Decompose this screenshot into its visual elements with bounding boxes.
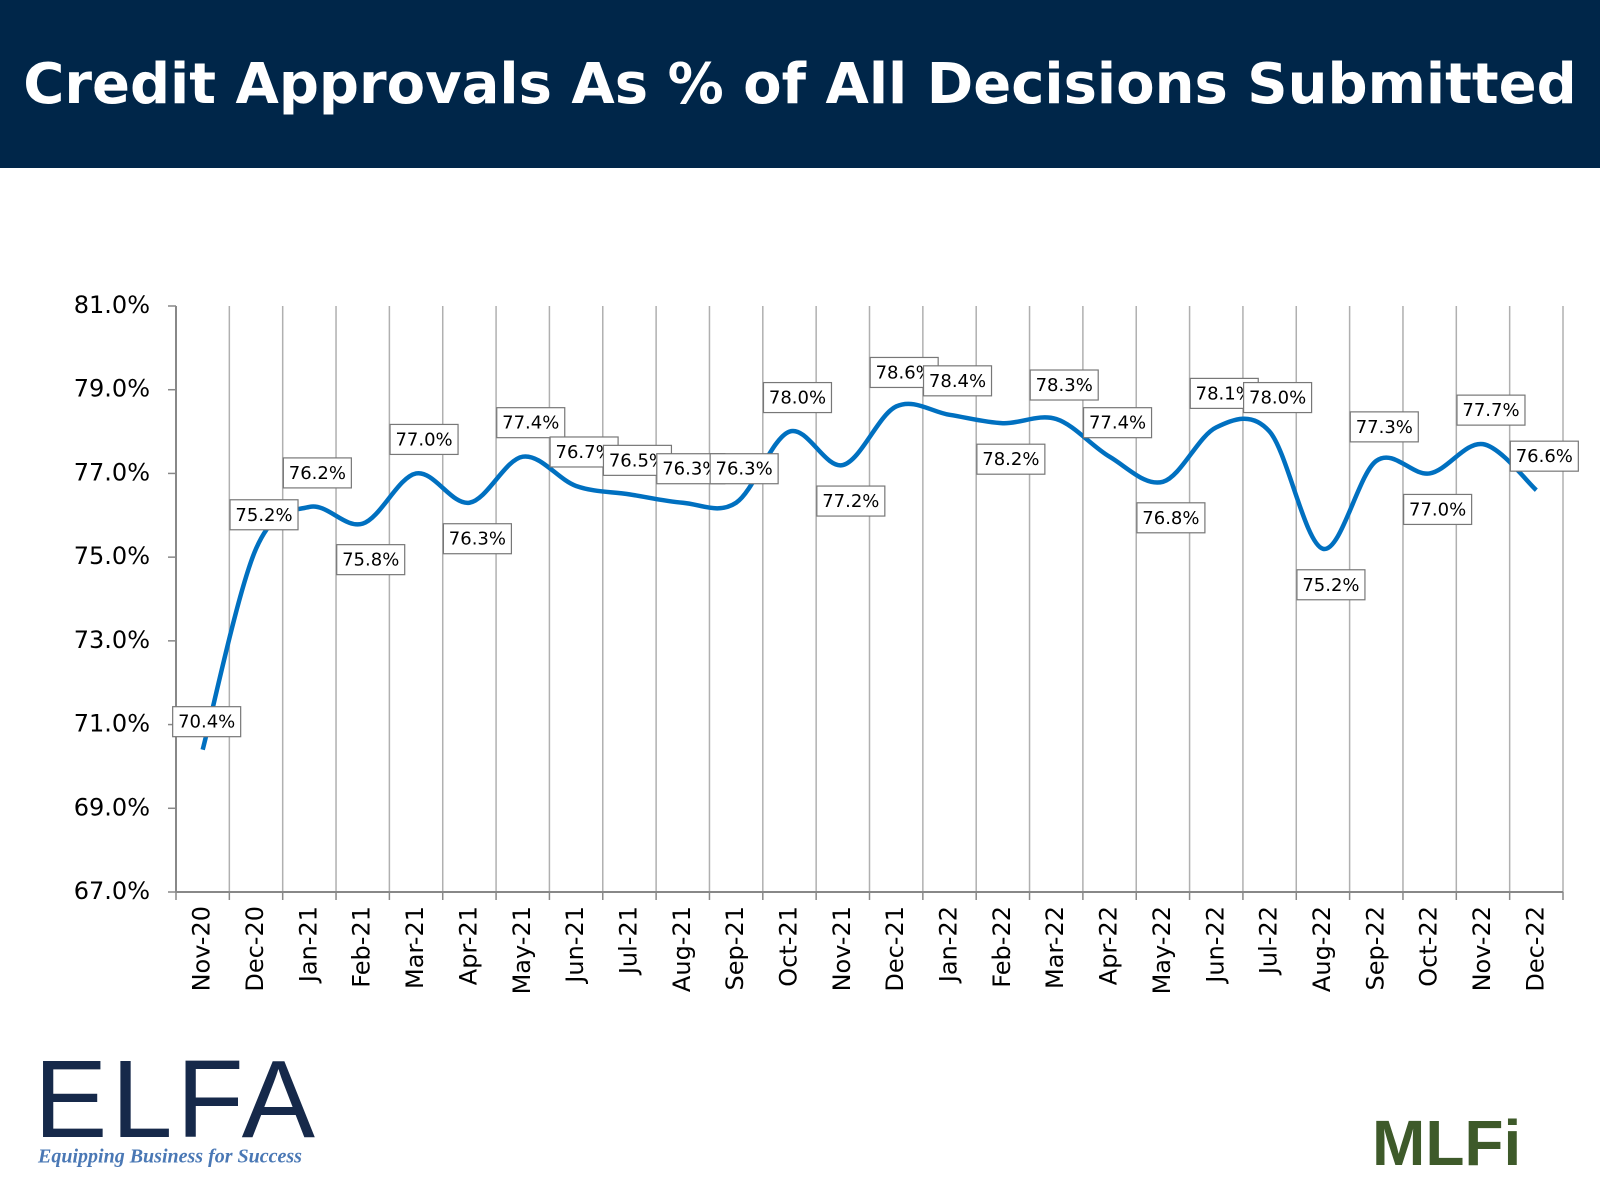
x-tick-label: Dec-22 [1521, 906, 1549, 992]
value-label-box [1242, 381, 1313, 414]
value-label-box [1349, 411, 1419, 443]
x-tick-label: Nov-20 [188, 906, 216, 991]
y-tick-label: 79.0% [74, 375, 150, 403]
x-tick-label: May-22 [1148, 906, 1176, 994]
value-label: 76.6% [1516, 446, 1573, 467]
value-label-box [816, 485, 886, 517]
value-label-box [1403, 493, 1473, 526]
value-label: 76.2% [289, 463, 346, 484]
x-tick-label: Aug-21 [668, 906, 696, 992]
y-tick-label: 81.0% [74, 291, 150, 319]
value-label: 75.8% [342, 550, 399, 571]
x-tick-label: Mar-21 [401, 906, 429, 989]
value-label: 78.1% [1196, 383, 1253, 404]
x-tick-label: Dec-21 [881, 906, 909, 992]
value-label: 78.2% [982, 449, 1039, 470]
x-tick-label: Jun-22 [1201, 906, 1229, 985]
y-tick-label: 75.0% [74, 542, 150, 570]
value-label: 78.6% [876, 362, 933, 383]
value-label-box [762, 381, 833, 414]
x-tick-label: Feb-21 [348, 906, 376, 988]
x-tick-label: Apr-21 [454, 906, 482, 985]
value-label: 77.4% [502, 413, 559, 434]
value-label: 77.3% [1356, 417, 1413, 438]
value-label: 76.3% [662, 459, 719, 480]
value-label: 75.2% [1302, 575, 1359, 596]
value-label-box [496, 407, 566, 439]
value-label: 76.3% [449, 529, 506, 550]
value-label: 77.2% [822, 491, 879, 512]
elfa-tagline: Equipping Business for Success [37, 1146, 302, 1168]
x-tick-label: Oct-21 [774, 906, 802, 987]
x-tick-label: Nov-22 [1468, 906, 1496, 991]
value-label: 78.0% [1249, 388, 1306, 409]
value-label-box [172, 706, 242, 738]
x-tick-label: Sep-21 [721, 906, 749, 990]
y-tick-label: 73.0% [74, 626, 150, 654]
mlfi-logo: MLFi [1372, 1107, 1521, 1179]
value-label-box [1296, 569, 1366, 601]
value-label-box [282, 457, 352, 489]
value-label: 77.0% [395, 429, 452, 450]
y-tick-label: 69.0% [74, 793, 150, 821]
data-line [200, 401, 1538, 751]
y-tick-label: 67.0% [74, 877, 150, 905]
x-tick-label: May-21 [508, 906, 536, 994]
value-label: 78.3% [1036, 375, 1093, 396]
x-tick-label: Jun-21 [561, 906, 589, 985]
value-label: 76.3% [716, 459, 773, 480]
value-label: 70.4% [178, 712, 235, 733]
x-tick-label: Jan-22 [935, 906, 963, 984]
value-label: 78.0% [769, 388, 826, 409]
x-tick-label: Jul-22 [1255, 906, 1283, 976]
value-label: 76.7% [556, 442, 613, 463]
value-label: 77.0% [1409, 499, 1466, 520]
x-tick-label: Oct-22 [1415, 906, 1443, 987]
elfa-logo: ELFA [34, 1038, 319, 1161]
value-label: 77.7% [1462, 400, 1519, 421]
value-label: 75.2% [235, 505, 292, 526]
y-tick-label: 71.0% [74, 710, 150, 738]
value-label-box [1136, 502, 1206, 534]
chart-title: Credit Approvals As % of All Decisions S… [23, 52, 1576, 117]
x-tick-label: Jan-21 [294, 906, 322, 984]
x-tick-label: Feb-22 [988, 906, 1016, 988]
value-label-box [709, 453, 779, 485]
x-tick-label: Aug-22 [1308, 906, 1336, 992]
value-label-box [442, 523, 513, 555]
value-label-box [389, 423, 459, 456]
value-label-box [1029, 369, 1099, 401]
x-tick-label: Dec-20 [241, 906, 269, 992]
x-tick-label: Apr-22 [1095, 906, 1123, 985]
x-tick-label: Mar-22 [1041, 906, 1069, 989]
value-label-box [1456, 394, 1526, 426]
header-banner [0, 0, 1600, 168]
value-label: 78.4% [929, 371, 986, 392]
value-label-box [922, 365, 993, 397]
value-label-box [976, 443, 1046, 475]
x-tick-label: Sep-22 [1361, 906, 1389, 990]
value-label-box [1082, 407, 1153, 439]
value-label-box [336, 544, 406, 576]
value-label-box [1509, 440, 1579, 472]
value-label: 76.8% [1142, 508, 1199, 529]
value-label: 77.4% [1089, 413, 1146, 434]
x-tick-label: Nov-21 [828, 906, 856, 991]
y-tick-label: 77.0% [74, 458, 150, 486]
value-label-box [229, 499, 299, 531]
x-tick-label: Jul-21 [614, 906, 642, 976]
value-label: 76.5% [609, 450, 666, 471]
